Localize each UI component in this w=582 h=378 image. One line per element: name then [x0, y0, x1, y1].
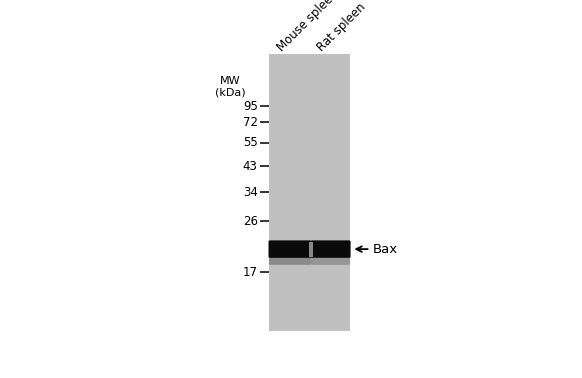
FancyBboxPatch shape: [269, 256, 311, 265]
Text: 17: 17: [243, 266, 258, 279]
Text: 55: 55: [243, 136, 258, 149]
Text: 34: 34: [243, 186, 258, 199]
Text: Rat spleen: Rat spleen: [315, 1, 369, 54]
Text: 26: 26: [243, 215, 258, 228]
Bar: [308, 242, 313, 257]
Bar: [269, 54, 350, 331]
Text: 95: 95: [243, 100, 258, 113]
Text: Mouse spleen: Mouse spleen: [275, 0, 341, 54]
FancyBboxPatch shape: [310, 240, 350, 258]
FancyBboxPatch shape: [311, 256, 350, 265]
Text: MW
(kDa): MW (kDa): [215, 76, 246, 98]
Text: 43: 43: [243, 160, 258, 173]
FancyBboxPatch shape: [268, 240, 311, 258]
Text: Bax: Bax: [372, 243, 398, 256]
Text: 72: 72: [243, 116, 258, 129]
